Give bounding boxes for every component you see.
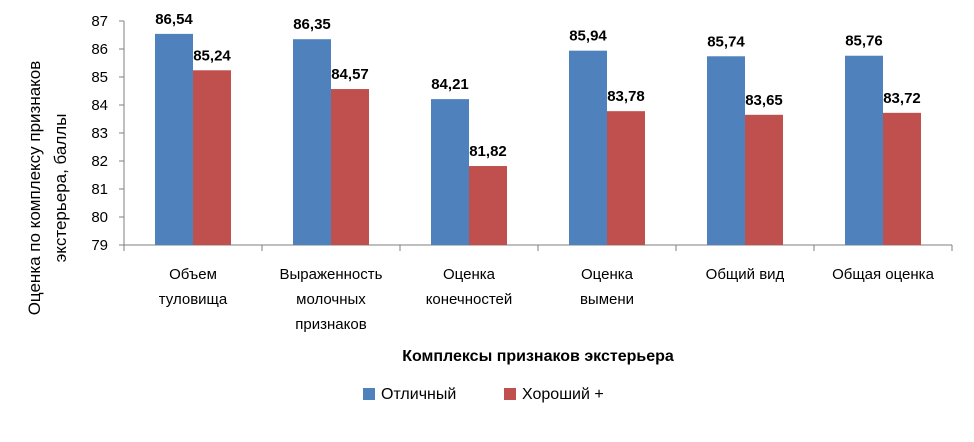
- y-tick-label: 84: [91, 97, 108, 114]
- y-tick-label: 81: [91, 181, 108, 198]
- bar-excellent: [569, 50, 607, 246]
- bar-excellent: [155, 33, 193, 245]
- y-axis-title: Оценка по комплексу признаков экстерьера,…: [25, 61, 70, 316]
- y-axis-title-line: Оценка по комплексу признаков: [25, 61, 44, 316]
- category-label: Общий вид: [706, 266, 785, 283]
- bar-excellent: [293, 39, 331, 246]
- data-labels: 86,54 86,35 84,21 85,94 85,74 85,76 85,24 84,57…: [155, 11, 921, 160]
- data-label: 86,54: [155, 11, 193, 28]
- y-tick-label: 82: [91, 153, 108, 170]
- category-label: Оценка: [443, 266, 496, 283]
- legend-swatch: [504, 388, 516, 400]
- y-tick-label: 87: [91, 13, 108, 30]
- category-labels: Объем туловища Выраженность молочных признак…: [159, 266, 935, 333]
- data-label: 84,57: [331, 66, 369, 83]
- category-label: вымени: [580, 291, 634, 308]
- x-axis-title: Комплексы признаков экстерьера: [402, 348, 674, 365]
- bar-excellent: [845, 55, 883, 245]
- y-tick-label: 83: [91, 125, 108, 142]
- category-label: туловища: [159, 291, 228, 308]
- bars: [155, 33, 921, 246]
- data-label: 83,72: [883, 90, 921, 107]
- legend: Отличный Хороший +: [363, 386, 604, 403]
- category-label: признаков: [295, 316, 366, 333]
- category-label: Выраженность: [280, 266, 383, 283]
- data-label: 85,74: [707, 33, 745, 50]
- data-label: 85,24: [193, 47, 231, 64]
- legend-label: Хороший +: [522, 386, 604, 403]
- y-tick-label: 79: [91, 237, 108, 254]
- data-label: 83,65: [745, 92, 783, 109]
- y-axis-title-text: Оценка по комплексу признаков экстерьера,…: [25, 61, 70, 316]
- data-label: 85,76: [845, 33, 883, 50]
- bar-good-plus: [745, 114, 783, 245]
- category-label: Оценка: [581, 266, 634, 283]
- bar-good-plus: [883, 112, 921, 245]
- bar-good-plus: [193, 70, 231, 245]
- data-label: 84,21: [431, 76, 469, 93]
- y-axis: 79 80 81 82 83 84 85 86 87: [91, 13, 125, 254]
- legend-swatch: [363, 388, 375, 400]
- y-tick-label: 80: [91, 209, 108, 226]
- bar-excellent: [707, 56, 745, 245]
- data-label: 86,35: [293, 16, 331, 33]
- y-tick-label: 86: [91, 41, 108, 58]
- bar-good-plus: [469, 166, 507, 245]
- data-label: 83,78: [607, 88, 645, 105]
- y-tick-label: 85: [91, 69, 108, 86]
- data-label: 85,94: [569, 28, 607, 45]
- x-axis: [123, 244, 953, 251]
- data-label: 81,82: [469, 143, 507, 160]
- category-label: молочных: [296, 291, 366, 308]
- category-label: Объем: [169, 266, 217, 283]
- y-axis-title-line: экстерьера, баллы: [51, 114, 70, 263]
- bar-good-plus: [331, 89, 369, 245]
- bar-excellent: [431, 99, 469, 246]
- legend-label: Отличный: [381, 386, 456, 403]
- category-label: конечностей: [426, 291, 513, 308]
- bar-good-plus: [607, 111, 645, 245]
- category-label: Общая оценка: [832, 266, 935, 283]
